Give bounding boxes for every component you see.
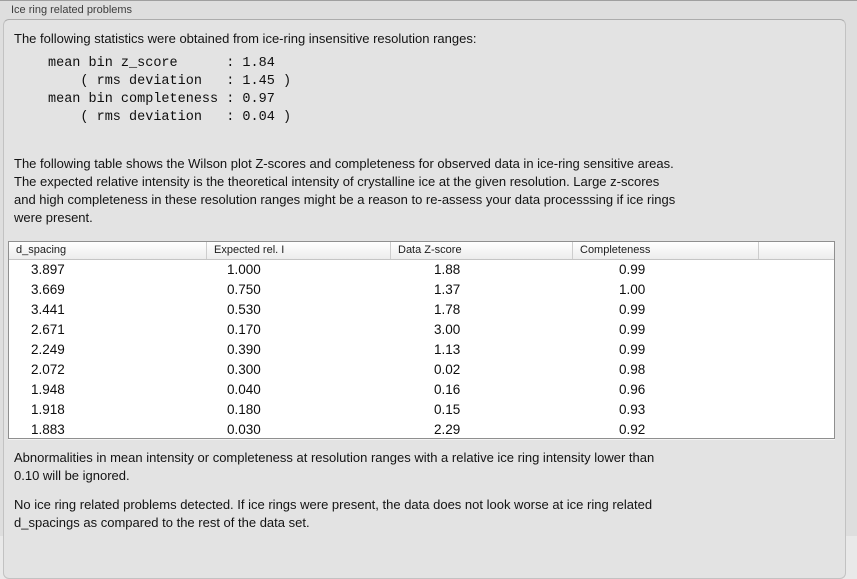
table-cell: 0.180 <box>227 401 261 417</box>
table-row[interactable]: 3.441 0.530 1.78 0.99 <box>9 300 834 320</box>
table-cell: 0.030 <box>227 421 261 437</box>
table-row[interactable]: 2.072 0.300 0.02 0.98 <box>9 359 834 379</box>
table-cell: 0.530 <box>227 302 261 318</box>
table-cell: 0.99 <box>619 302 646 318</box>
group-box-title: Ice ring related problems <box>11 4 133 16</box>
table-cell: 3.441 <box>31 302 65 318</box>
table-cell: 1.000 <box>227 262 261 278</box>
table-cell: 1.918 <box>31 401 65 417</box>
table-cell: 0.99 <box>619 342 646 357</box>
table-header-row: d_spacing Expected rel. I Data Z-score C… <box>9 242 834 260</box>
ice-ring-table: d_spacing Expected rel. I Data Z-score C… <box>8 241 835 439</box>
table-cell: 1.37 <box>434 282 461 298</box>
column-header-d-spacing[interactable]: d_spacing <box>9 242 207 259</box>
table-description-text: The following table shows the Wilson plo… <box>14 156 676 225</box>
column-header-data-z-score[interactable]: Data Z-score <box>391 242 573 259</box>
table-cell: 1.88 <box>434 262 461 278</box>
table-cell: 2.29 <box>434 421 461 437</box>
table-cell: 0.300 <box>227 361 261 377</box>
table-cell: 0.99 <box>619 262 646 278</box>
table-cell: 3.00 <box>434 322 461 338</box>
table-cell: 0.15 <box>434 401 461 417</box>
table-cell: 3.897 <box>31 262 65 278</box>
table-row[interactable]: 3.897 1.000 1.88 0.99 <box>9 260 834 280</box>
table-row[interactable]: 1.883 0.030 2.29 0.92 <box>9 419 834 438</box>
column-header-completeness[interactable]: Completeness <box>573 242 759 259</box>
table-cell: 0.390 <box>227 342 261 357</box>
table-cell: 0.750 <box>227 282 261 298</box>
table-cell: 0.92 <box>619 421 646 437</box>
table-cell: 0.93 <box>619 401 646 417</box>
statistics-block: mean bin z_score : 1.84 ( rms deviation … <box>48 56 292 125</box>
table-cell: 0.170 <box>227 322 261 338</box>
table-cell: 2.072 <box>31 361 65 377</box>
table-cell: 3.669 <box>31 282 65 298</box>
table-cell: 1.948 <box>31 381 65 397</box>
table-row[interactable]: 1.918 0.180 0.15 0.93 <box>9 399 834 419</box>
table-cell: 1.00 <box>619 282 646 298</box>
table-cell: 1.13 <box>434 342 461 357</box>
ignore-threshold-note: Abnormalities in mean intensity or compl… <box>14 450 655 483</box>
table-cell: 1.78 <box>434 302 461 318</box>
column-header-filler <box>759 242 834 259</box>
table-row[interactable]: 3.669 0.750 1.37 1.00 <box>9 280 834 300</box>
table-cell: 0.98 <box>619 361 646 377</box>
table-cell: 0.99 <box>619 322 646 338</box>
table-body: 3.897 1.000 1.88 0.99 3.669 0.750 1.37 1.00 3.44… <box>9 260 834 438</box>
table-row[interactable]: 2.249 0.390 1.13 0.99 <box>9 340 834 360</box>
column-header-expected-rel-i[interactable]: Expected rel. I <box>207 242 391 259</box>
intro-text: The following statistics were obtained f… <box>14 31 477 46</box>
table-row[interactable]: 1.948 0.040 0.16 0.96 <box>9 379 834 399</box>
table-cell: 2.671 <box>31 322 65 338</box>
table-cell: 0.040 <box>227 381 261 397</box>
table-cell: 2.249 <box>31 342 65 357</box>
table-row[interactable]: 2.671 0.170 3.00 0.99 <box>9 320 834 340</box>
table-cell: 0.02 <box>434 361 461 377</box>
table-cell: 0.16 <box>434 381 461 397</box>
conclusion-text: No ice ring related problems detected. I… <box>14 497 653 530</box>
table-cell: 1.883 <box>31 421 65 437</box>
table-cell: 0.96 <box>619 381 646 397</box>
